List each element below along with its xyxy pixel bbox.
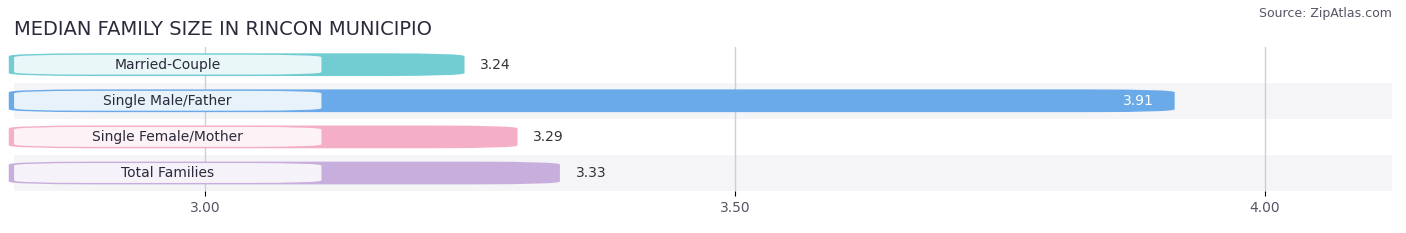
Text: Single Male/Father: Single Male/Father bbox=[104, 94, 232, 108]
FancyBboxPatch shape bbox=[14, 55, 322, 75]
FancyBboxPatch shape bbox=[8, 126, 517, 148]
Text: 3.91: 3.91 bbox=[1122, 94, 1153, 108]
Text: 3.33: 3.33 bbox=[576, 166, 606, 180]
FancyBboxPatch shape bbox=[8, 162, 560, 184]
Text: Single Female/Mother: Single Female/Mother bbox=[93, 130, 243, 144]
Text: MEDIAN FAMILY SIZE IN RINCON MUNICIPIO: MEDIAN FAMILY SIZE IN RINCON MUNICIPIO bbox=[14, 21, 432, 39]
FancyBboxPatch shape bbox=[14, 163, 322, 183]
FancyBboxPatch shape bbox=[8, 53, 464, 76]
Bar bbox=[14, 83, 1392, 119]
Bar bbox=[14, 47, 1392, 83]
FancyBboxPatch shape bbox=[8, 89, 1174, 112]
Text: 3.29: 3.29 bbox=[533, 130, 564, 144]
Text: 3.24: 3.24 bbox=[481, 58, 510, 72]
Bar bbox=[14, 155, 1392, 191]
Text: Source: ZipAtlas.com: Source: ZipAtlas.com bbox=[1258, 7, 1392, 20]
FancyBboxPatch shape bbox=[14, 127, 322, 147]
Bar bbox=[14, 119, 1392, 155]
FancyBboxPatch shape bbox=[14, 91, 322, 111]
Text: Married-Couple: Married-Couple bbox=[115, 58, 221, 72]
Text: Total Families: Total Families bbox=[121, 166, 214, 180]
